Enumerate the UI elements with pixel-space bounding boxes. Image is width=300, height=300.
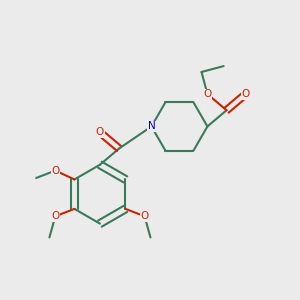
Text: O: O [203, 89, 211, 99]
Text: O: O [242, 89, 250, 99]
Text: N: N [148, 122, 155, 131]
Text: O: O [51, 211, 59, 221]
Text: O: O [96, 127, 104, 137]
Text: O: O [140, 211, 149, 221]
Text: O: O [51, 166, 59, 176]
